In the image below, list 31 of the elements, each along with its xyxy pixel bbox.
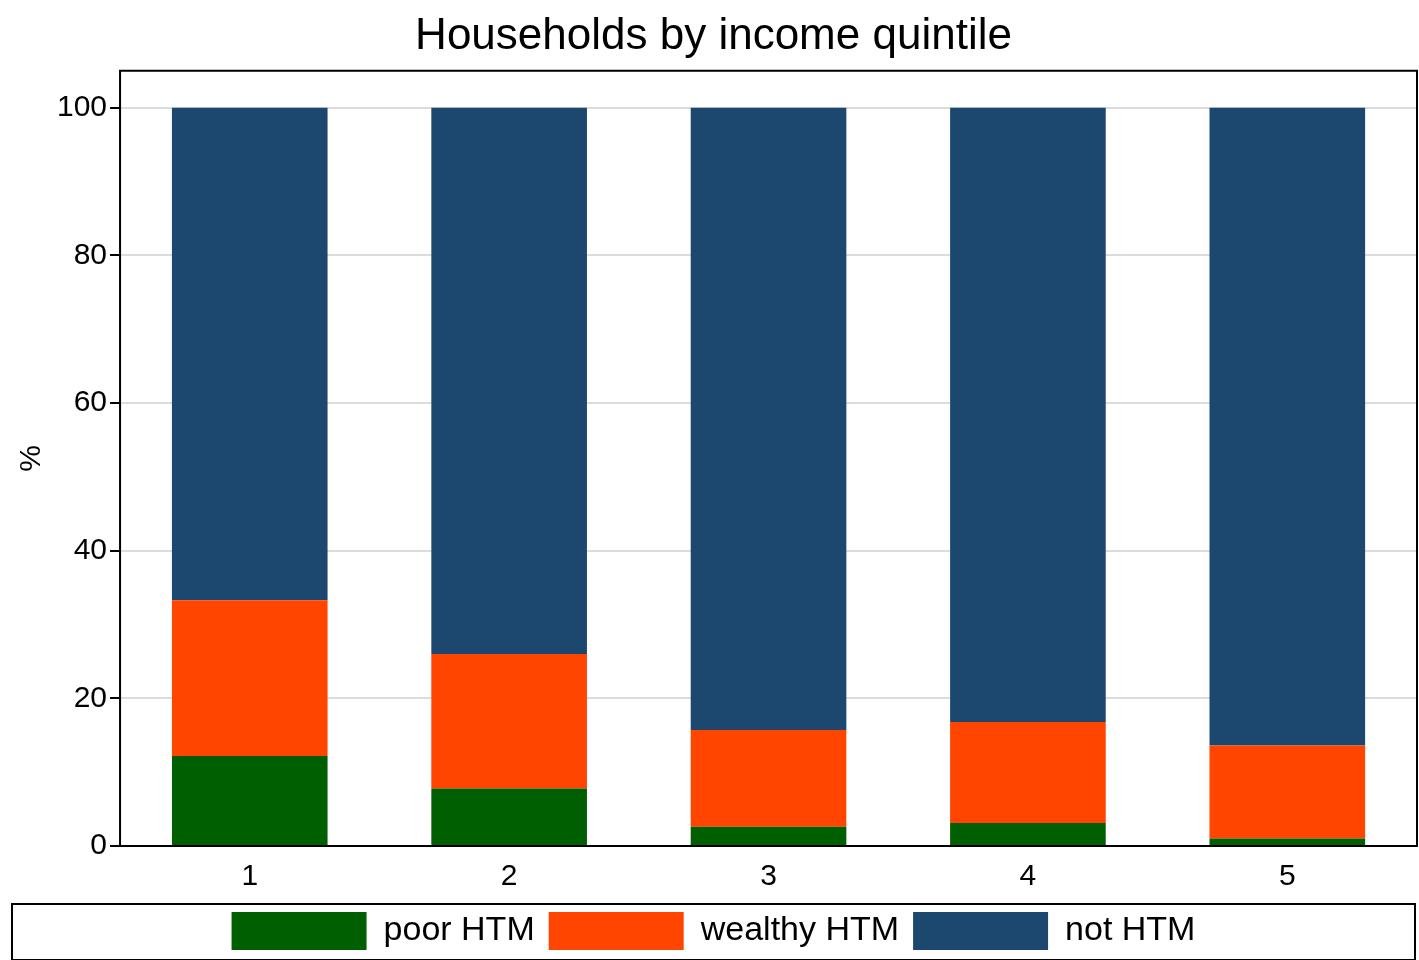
bar (690, 730, 847, 827)
y-tick-label: 20 (73, 679, 108, 713)
bar (950, 107, 1106, 722)
bar (1209, 107, 1366, 746)
bar (431, 654, 587, 789)
bar (690, 107, 847, 731)
y-tick-label: 0 (90, 827, 108, 861)
y-tick-label: 60 (73, 384, 108, 418)
bar (431, 788, 587, 845)
bar (171, 755, 328, 845)
x-tick-label: 2 (500, 858, 518, 892)
bar (171, 107, 328, 601)
bar (1209, 745, 1366, 839)
y-axis-title: % (13, 445, 47, 472)
bar (950, 823, 1106, 845)
bar (171, 600, 328, 756)
bar (950, 721, 1106, 824)
x-tick-label: 4 (1019, 858, 1037, 892)
bar (1209, 838, 1366, 845)
legend-label: not HTM (1065, 909, 1196, 948)
x-tick-label: 3 (760, 858, 777, 892)
y-tick-label: 100 (56, 88, 108, 122)
legend-label: wealthy HTM (699, 909, 900, 948)
x-tick-label: 5 (1278, 858, 1296, 892)
bar (690, 826, 847, 845)
legend-label: poor HTM (383, 909, 535, 948)
chart-title: Households by income quintile (415, 8, 1012, 58)
y-tick-label: 80 (73, 236, 108, 270)
bar (431, 107, 587, 655)
y-tick-label: 40 (73, 531, 108, 565)
x-tick-label: 1 (241, 858, 259, 892)
